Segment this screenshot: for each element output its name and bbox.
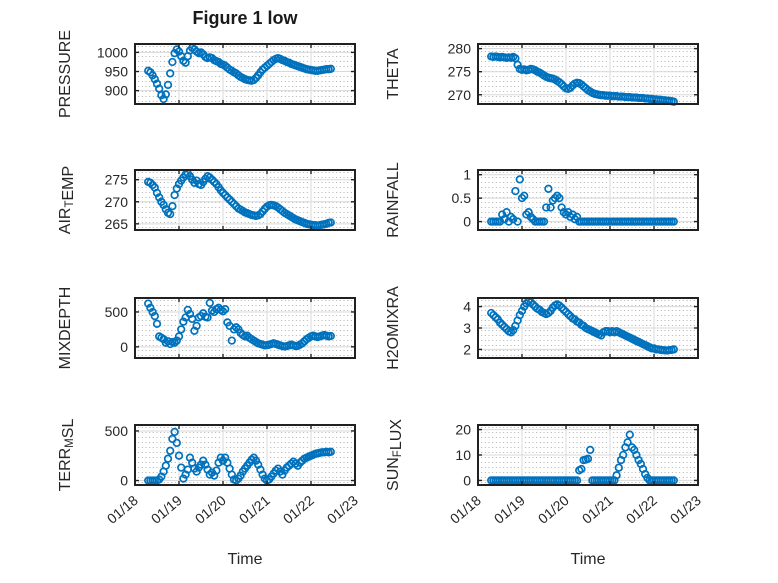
y-tick-label: 0.5	[452, 190, 472, 206]
minor-grid	[138, 172, 352, 229]
y-tick-label: 270	[105, 194, 129, 210]
axes-frame	[134, 43, 356, 105]
y-tick-label: 265	[105, 216, 129, 232]
data-markers	[144, 298, 335, 351]
xlabel-time-left: Time	[227, 551, 263, 568]
y-tick-labels: 500 0	[105, 423, 129, 489]
y-axis-label: H2OMIXRA	[385, 286, 402, 370]
y-tick-label: 10	[455, 447, 471, 463]
axes-frame	[134, 424, 356, 486]
tick-marks	[477, 425, 699, 485]
axes-frame	[477, 43, 699, 105]
y-tick-labels: 280 275 270	[448, 41, 472, 103]
data-markers	[487, 297, 678, 355]
x-tick-label: 01/19	[148, 492, 185, 527]
subplot-h2omixra: 4 3 2 H2OMIXRA	[385, 286, 699, 370]
y-tick-label: 275	[448, 64, 472, 80]
y-tick-label: 1000	[97, 44, 128, 60]
y-tick-labels: 500 0	[105, 304, 129, 355]
y-tick-labels: 20 10 0	[455, 422, 471, 489]
y-tick-label: 4	[463, 299, 471, 315]
y-tick-label: 0	[463, 214, 471, 230]
tick-marks	[477, 44, 699, 104]
tick-marks	[134, 170, 356, 230]
x-tick-label: 01/20	[192, 492, 229, 527]
tick-marks	[477, 170, 699, 230]
y-tick-label: 0	[463, 472, 471, 488]
data-markers	[144, 43, 335, 104]
x-tick-label: 01/22	[280, 492, 317, 527]
y-tick-label: 500	[105, 423, 129, 439]
y-tick-label: 2	[463, 341, 471, 357]
data-markers	[144, 427, 335, 485]
y-axis-label: THETA	[385, 48, 402, 100]
tick-marks	[477, 298, 699, 358]
subplot-terr-msl: 500 0 TERRMSL 01/18 01/19 01/20 01/21 01/22 01/2…	[57, 419, 361, 527]
major-grid	[136, 171, 354, 229]
y-tick-label: 900	[105, 83, 129, 99]
y-axis-label: SUNFLUX	[385, 419, 405, 491]
y-tick-label: 20	[455, 422, 471, 438]
x-tick-label: 01/23	[667, 492, 704, 527]
y-tick-label: 275	[105, 172, 129, 188]
y-axis-label: TERRMSL	[57, 419, 77, 492]
subplot-pressure: 1000 950 900 PRESSURE	[57, 30, 356, 118]
x-tick-labels: 01/18 01/19 01/20 01/21 01/22 01/23	[104, 492, 361, 527]
tick-marks	[134, 298, 356, 358]
tick-marks	[134, 44, 356, 104]
x-tick-label: 01/21	[236, 492, 273, 527]
data-markers	[487, 52, 678, 106]
y-axis-label: RAINFALL	[385, 162, 402, 238]
data-markers	[487, 430, 678, 485]
xlabel-time-right: Time	[570, 551, 606, 568]
subplot-mixdepth: 500 0 MIXDEPTH	[57, 287, 356, 370]
y-tick-label: 500	[105, 304, 129, 320]
data-markers	[487, 175, 678, 226]
y-tick-label: 950	[105, 64, 129, 80]
x-tick-label: 01/22	[623, 492, 660, 527]
y-tick-labels: 275 270 265	[105, 172, 129, 232]
data-markers	[144, 169, 335, 230]
y-axis-label: PRESSURE	[57, 30, 74, 118]
x-tick-label: 01/19	[491, 492, 528, 527]
axes-frame	[477, 169, 699, 231]
y-tick-label: 280	[448, 41, 472, 57]
x-tick-label: 01/23	[324, 492, 361, 527]
subplot-air-temp: 275 270 265 AIRTEMP	[57, 166, 356, 234]
y-axis-label: AIRTEMP	[57, 166, 77, 234]
y-tick-label: 0	[120, 339, 128, 355]
axes-frame	[134, 297, 356, 359]
y-tick-labels: 10.50	[452, 167, 472, 230]
x-tick-label: 01/18	[104, 492, 141, 527]
y-axis-label: MIXDEPTH	[57, 287, 74, 370]
subplot-theta: 280 275 270 THETA	[385, 41, 699, 106]
figure-title: Figure 1 low	[192, 8, 298, 28]
y-tick-labels: 4 3 2	[463, 299, 471, 358]
x-tick-labels: 01/18 01/19 01/20 01/21 01/22 01/23	[447, 492, 704, 527]
major-grid	[136, 299, 354, 357]
axes-frame	[134, 169, 356, 231]
y-tick-label: 1	[463, 167, 471, 183]
y-tick-labels: 1000 950 900	[97, 44, 128, 98]
x-tick-label: 01/21	[579, 492, 616, 527]
y-tick-label: 3	[463, 320, 471, 336]
x-tick-label: 01/18	[447, 492, 484, 527]
subplot-sun-flux: 20 10 0 SUNFLUX 01/18 01/19 01/20 01/21 01/22 01/…	[385, 419, 704, 527]
y-tick-label: 0	[120, 473, 128, 489]
tick-marks	[134, 425, 356, 485]
minor-grid	[138, 300, 352, 357]
x-tick-label: 01/20	[535, 492, 572, 527]
y-tick-label: 270	[448, 87, 472, 103]
